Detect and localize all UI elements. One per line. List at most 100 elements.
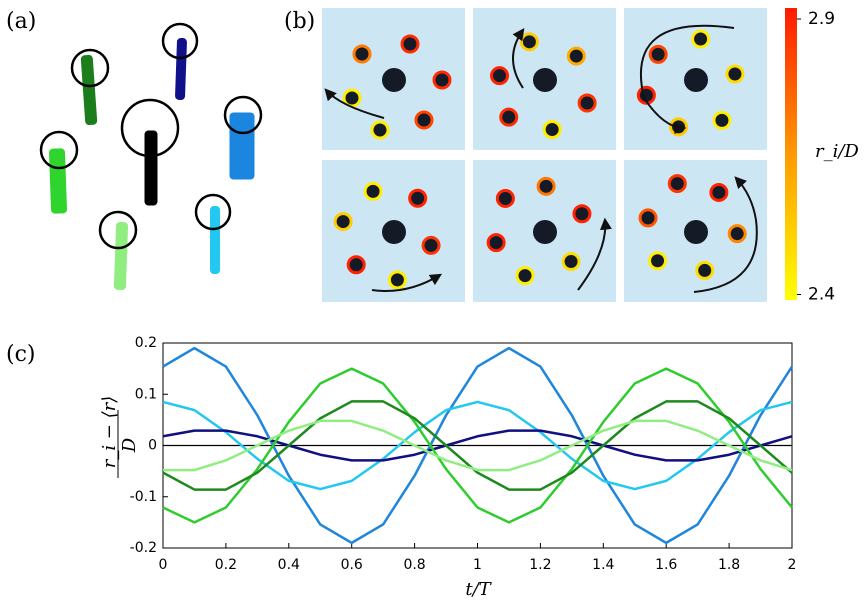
- center-particle: [533, 220, 557, 244]
- colorbar: [785, 8, 797, 300]
- particle: [387, 270, 407, 290]
- particle: [648, 251, 668, 271]
- snapshot: [322, 8, 465, 150]
- particle: [400, 34, 420, 54]
- x-tick-label: 1.4: [592, 557, 614, 573]
- series-line: [162, 346, 794, 545]
- particle: [667, 174, 687, 194]
- series-line: [162, 400, 793, 491]
- particle: [352, 44, 372, 64]
- particle: [691, 29, 711, 49]
- snapshot: [322, 160, 465, 302]
- snapshot: [473, 8, 616, 150]
- particle: [566, 46, 586, 66]
- track: [175, 37, 187, 101]
- particle: [515, 266, 535, 286]
- center-particle: [382, 68, 406, 92]
- particle: [346, 255, 366, 275]
- ring: [120, 98, 180, 158]
- particle: [490, 66, 510, 86]
- track: [49, 148, 67, 214]
- x-tick-label: 1: [473, 557, 482, 573]
- snapshot: [473, 160, 616, 302]
- x-tick-label: 1.8: [718, 557, 740, 573]
- ring: [161, 22, 199, 60]
- particle: [709, 182, 729, 202]
- track: [210, 206, 220, 274]
- ring: [223, 95, 263, 135]
- center-particle: [382, 220, 406, 244]
- particle-tracks: [39, 22, 263, 291]
- arrow: [324, 88, 385, 119]
- particle: [519, 32, 539, 52]
- particle: [421, 235, 441, 255]
- particle: [727, 224, 747, 244]
- track: [113, 221, 129, 291]
- arrow: [639, 24, 735, 134]
- arrow: [371, 273, 443, 292]
- x-tick-label: 1.2: [529, 557, 551, 573]
- series-line: [162, 367, 793, 524]
- particle: [495, 188, 515, 208]
- particle: [695, 260, 715, 280]
- particle: [725, 64, 745, 84]
- series-line: [162, 400, 793, 491]
- series-line: [163, 419, 793, 472]
- arrow: [577, 217, 612, 291]
- x-tick-label: 2: [788, 557, 797, 573]
- particle: [333, 212, 353, 232]
- ring: [39, 130, 79, 170]
- y-tick-label: 0.1: [135, 386, 157, 402]
- x-tick-label: 1.6: [655, 557, 677, 573]
- track: [144, 130, 158, 206]
- x-tick-label: 0.4: [278, 557, 300, 573]
- x-tick-label: 0.8: [403, 557, 425, 573]
- particle: [432, 70, 452, 90]
- center-particle: [533, 68, 557, 92]
- particle: [486, 233, 506, 253]
- ring: [194, 193, 232, 231]
- plot: 0 0.2 0.4 0.6 0.8 1 1.2 1.4 1.6 1.8 2 -0.2 -0.1 0 0.1 0…: [130, 335, 797, 573]
- colorbar-label: r_i/D: [815, 141, 859, 162]
- particle: [370, 120, 390, 140]
- x-tick-label: 0.6: [341, 557, 363, 573]
- center-particle: [684, 68, 708, 92]
- particle: [363, 181, 383, 201]
- ring: [70, 48, 110, 88]
- arrow: [693, 176, 758, 293]
- colorbar-tick-label: 2.9: [808, 9, 835, 29]
- snapshot: [624, 8, 767, 150]
- track: [80, 54, 98, 126]
- particle: [638, 208, 658, 228]
- y-tick-label: -0.1: [130, 489, 157, 505]
- particle: [408, 188, 428, 208]
- track: [229, 112, 255, 180]
- colorbar-tick-label: 2.4: [808, 284, 835, 304]
- y-tick-label: -0.2: [130, 540, 157, 556]
- particle: [542, 119, 562, 139]
- particle: [536, 176, 556, 196]
- particle: [414, 110, 434, 130]
- y-tick-label: 0: [148, 438, 157, 454]
- ring: [98, 210, 138, 250]
- center-particle: [684, 220, 708, 244]
- particle: [712, 110, 732, 130]
- x-tick-label: 0: [159, 557, 168, 573]
- x-axis-label: t/T: [465, 579, 492, 600]
- particle: [572, 204, 592, 224]
- snapshot: [624, 160, 767, 302]
- y-tick-label: 0.2: [135, 335, 157, 351]
- snapshots: [322, 8, 767, 302]
- particle: [499, 107, 519, 127]
- panel-label: (a): [6, 9, 36, 34]
- panel-label: (c): [6, 342, 36, 367]
- arrow: [512, 28, 525, 89]
- particle: [561, 252, 581, 272]
- y-axis-label: r_i − ⟨r⟩: [99, 396, 120, 469]
- particle: [648, 44, 668, 64]
- x-tick-label: 0.2: [215, 557, 237, 573]
- y-axis-label: D: [119, 437, 140, 453]
- particle: [577, 93, 597, 113]
- panel-label: (b): [284, 9, 315, 34]
